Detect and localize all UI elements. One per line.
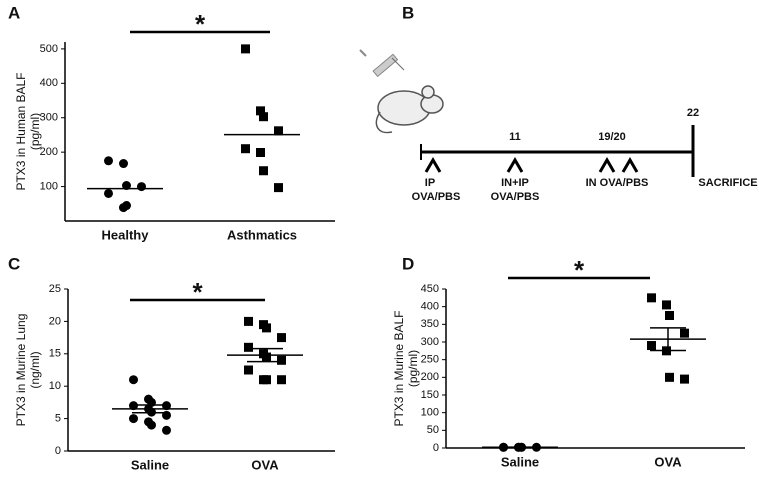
injection-arrows xyxy=(424,157,639,173)
data-point xyxy=(244,342,253,352)
y-tick-label: 100 xyxy=(421,407,439,419)
data-point xyxy=(122,201,131,211)
x-tick-label: Healthy xyxy=(102,227,150,242)
x-tick-label: Saline xyxy=(131,457,169,472)
data-point xyxy=(262,375,271,385)
data-point xyxy=(119,159,128,169)
timeline-panel: B 11 19/20 22 IP OVA/PBS IN+IP OVA/PBS I… xyxy=(359,3,758,203)
panel-letter: A xyxy=(8,3,20,22)
event-label: OVA/PBS xyxy=(491,191,540,203)
data-point xyxy=(147,420,156,430)
y-tick-label: 150 xyxy=(421,389,439,401)
significance-star: * xyxy=(574,255,585,285)
y-tick-label: 450 xyxy=(421,283,439,295)
day-label: 22 xyxy=(687,107,699,119)
x-tick-label: OVA xyxy=(654,454,682,469)
y-axis-label: PTX3 in Human BALF xyxy=(14,72,28,190)
data-point xyxy=(256,147,265,157)
event-label: SACRIFICE xyxy=(698,177,757,189)
data-point xyxy=(277,333,286,343)
data-point xyxy=(129,414,138,424)
y-tick-label: 500 xyxy=(40,43,58,55)
data-point xyxy=(259,166,268,176)
y-axis-label: (pg/ml) xyxy=(406,350,420,387)
data-point xyxy=(680,374,689,384)
day-label: 11 xyxy=(509,131,521,143)
y-axis-label: (ng/ml) xyxy=(28,351,42,388)
data-point xyxy=(104,188,113,198)
y-axis-label: PTX3 in Murine Lung xyxy=(14,314,28,427)
y-tick-label: 300 xyxy=(421,336,439,348)
y-axis-label: (pg/ml) xyxy=(28,113,42,150)
y-tick-label: 200 xyxy=(421,371,439,383)
significance-star: * xyxy=(192,277,203,307)
y-tick-label: 250 xyxy=(421,354,439,366)
data-point xyxy=(277,375,286,385)
data-point xyxy=(665,372,674,382)
data-point xyxy=(680,328,689,338)
y-tick-label: 400 xyxy=(40,77,58,89)
event-label: IN+IP xyxy=(501,177,529,189)
data-point xyxy=(262,323,271,333)
y-tick-label: 5 xyxy=(55,413,61,425)
x-tick-label: Asthmatics xyxy=(227,227,297,242)
data-point xyxy=(274,126,283,136)
data-point xyxy=(129,375,138,385)
data-point xyxy=(274,183,283,193)
data-point xyxy=(241,144,250,154)
event-label: OVA/PBS xyxy=(412,191,461,203)
data-point xyxy=(665,311,674,320)
syringe xyxy=(359,49,405,78)
x-tick-label: OVA xyxy=(251,457,279,472)
y-tick-label: 15 xyxy=(49,348,61,360)
y-axis-label: PTX3 in Murine BALF xyxy=(392,310,406,426)
data-point xyxy=(262,352,271,362)
data-point xyxy=(647,341,656,351)
data-point xyxy=(104,156,113,166)
event-label: IN OVA/PBS xyxy=(586,177,649,189)
x-tick-label: Saline xyxy=(501,454,539,469)
data-point xyxy=(137,182,146,192)
y-tick-label: 100 xyxy=(40,180,58,192)
y-tick-label: 10 xyxy=(49,380,61,392)
data-point xyxy=(244,365,253,375)
significance-star: * xyxy=(195,9,206,39)
data-point xyxy=(277,355,286,365)
data-point xyxy=(256,106,265,116)
panel-letter: C xyxy=(8,254,20,273)
event-label: IP xyxy=(425,177,435,189)
y-tick-label: 300 xyxy=(40,112,58,124)
y-tick-label: 0 xyxy=(55,445,61,457)
y-tick-label: 50 xyxy=(427,424,439,436)
data-point xyxy=(647,293,656,303)
y-tick-label: 400 xyxy=(421,301,439,313)
y-tick-label: 200 xyxy=(40,146,58,158)
data-point xyxy=(259,112,268,122)
panel-letter: B xyxy=(402,3,414,22)
y-tick-label: 25 xyxy=(49,283,61,295)
mouse xyxy=(375,85,444,134)
y-tick-label: 0 xyxy=(433,442,439,454)
data-point xyxy=(244,316,253,326)
data-point xyxy=(241,44,250,54)
panel-letter: D xyxy=(402,254,414,273)
data-point xyxy=(662,300,671,310)
y-tick-label: 350 xyxy=(421,318,439,330)
data-point xyxy=(122,181,131,191)
day-label: 19/20 xyxy=(598,131,626,143)
data-point xyxy=(162,425,171,435)
y-tick-label: 20 xyxy=(49,315,61,327)
